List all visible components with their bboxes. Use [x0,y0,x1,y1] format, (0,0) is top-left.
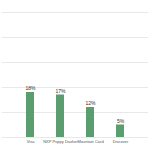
svg-text:18%: 18% [25,85,36,91]
svg-text:Mountain Card: Mountain Card [77,139,103,144]
svg-text:Visa: Visa [27,139,35,144]
svg-text:12%: 12% [85,100,96,106]
svg-text:5%: 5% [117,118,125,124]
svg-text:Discover: Discover [113,139,129,144]
svg-text:17%: 17% [55,88,66,94]
svg-text:NXP Puppy Dasher: NXP Puppy Dasher [43,139,78,144]
